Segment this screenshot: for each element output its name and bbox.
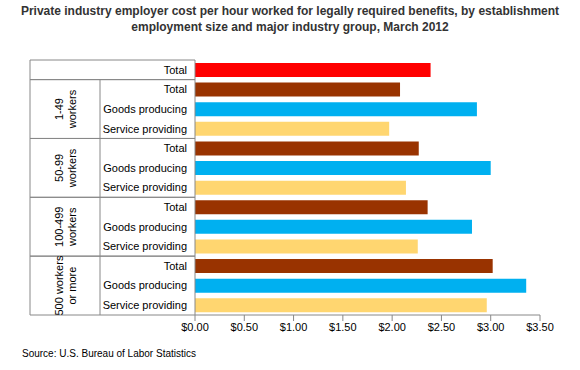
svg-text:$3.50: $3.50: [526, 321, 554, 333]
svg-text:50-99workers: 50-99workers: [53, 148, 78, 188]
svg-text:Service providing: Service providing: [103, 240, 187, 252]
svg-text:Goods producing: Goods producing: [103, 221, 187, 233]
svg-text:Goods producing: Goods producing: [103, 162, 187, 174]
svg-text:Goods producing: Goods producing: [103, 279, 187, 291]
svg-text:$0.50: $0.50: [231, 321, 259, 333]
svg-text:$1.50: $1.50: [329, 321, 357, 333]
svg-text:Total: Total: [164, 260, 187, 272]
svg-text:Service providing: Service providing: [103, 181, 187, 193]
svg-text:Service providing: Service providing: [103, 123, 187, 135]
svg-text:1-49workers: 1-49workers: [53, 89, 78, 129]
svg-text:$1.00: $1.00: [280, 321, 308, 333]
svg-text:Total: Total: [164, 142, 187, 154]
svg-text:500 workersor more: 500 workersor more: [53, 255, 78, 315]
svg-text:$2.50: $2.50: [428, 321, 456, 333]
svg-text:Total: Total: [164, 201, 187, 213]
svg-text:100-499workers: 100-499workers: [53, 207, 78, 247]
svg-text:Service providing: Service providing: [103, 299, 187, 311]
html-text:Private industry employer cost: Private industry employer cost per hour …: [20, 4, 560, 34]
svg-text:Total: Total: [164, 64, 187, 76]
svg-text:$0.00: $0.00: [181, 321, 209, 333]
svg-text:$2.00: $2.00: [378, 321, 406, 333]
html-text:Source: U.S. Bureau of Labor S: Source: U.S. Bureau of Labor Statistics: [22, 348, 196, 359]
svg-text:Total: Total: [164, 83, 187, 95]
svg-text:$3.00: $3.00: [477, 321, 505, 333]
svg-text:Goods producing: Goods producing: [103, 103, 187, 115]
